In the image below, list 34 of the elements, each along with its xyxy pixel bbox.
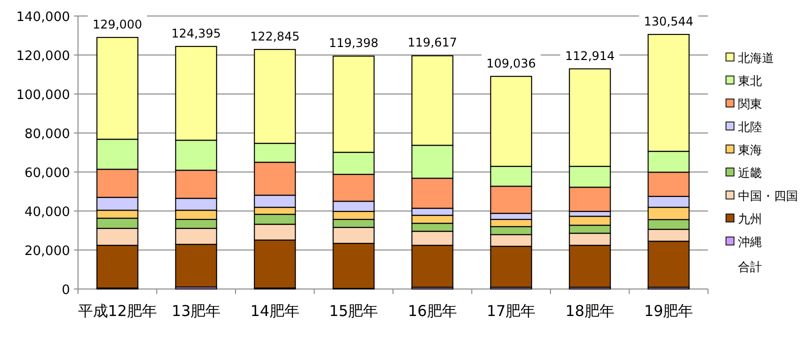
y-tick-label: 140,000 bbox=[16, 10, 70, 25]
total-label: 119,617 bbox=[408, 36, 458, 50]
legend-label: 北海道 bbox=[738, 51, 774, 65]
total-label: 112,914 bbox=[565, 48, 615, 63]
y-tick-label: 60,000 bbox=[24, 166, 70, 181]
legend-label: 東海 bbox=[738, 143, 762, 157]
x-tick-label: 13肥年 bbox=[172, 302, 221, 320]
x-tick-label: 14肥年 bbox=[250, 302, 300, 320]
x-tick-label: 15肥年 bbox=[329, 302, 378, 320]
y-tick-label: 0 bbox=[62, 283, 70, 298]
y-tick-label: 80,000 bbox=[24, 127, 70, 142]
x-tick-label: 平成12肥年 bbox=[78, 302, 157, 320]
total-label: 109,036 bbox=[486, 56, 536, 70]
y-tick-label: 40,000 bbox=[24, 205, 70, 220]
legend-label: 東北 bbox=[738, 74, 762, 88]
y-tick-label: 100,000 bbox=[16, 88, 70, 103]
legend-label: 関東 bbox=[738, 97, 762, 111]
legend-label: 沖縄 bbox=[738, 235, 762, 249]
x-tick-label: 19肥年 bbox=[644, 302, 694, 320]
y-tick-label: 120,000 bbox=[16, 49, 70, 64]
legend-label: 北陸 bbox=[738, 120, 762, 134]
x-tick-label: 17肥年 bbox=[486, 302, 536, 320]
legend-label: 近畿 bbox=[738, 166, 762, 180]
x-tick-label: 18肥年 bbox=[565, 302, 614, 320]
total-label: 129,000 bbox=[92, 17, 142, 32]
legend-label: 九州 bbox=[738, 212, 762, 226]
total-label: 124,395 bbox=[171, 26, 221, 40]
total-label: 130,544 bbox=[644, 14, 694, 28]
y-tick-label: 20,000 bbox=[24, 244, 70, 259]
x-tick-label: 16肥年 bbox=[408, 302, 457, 320]
text: 合計 bbox=[738, 260, 762, 274]
total-label: 122,845 bbox=[250, 29, 300, 44]
legend-label: 中国・四国 bbox=[738, 189, 798, 203]
total-label: 119,398 bbox=[328, 36, 378, 50]
